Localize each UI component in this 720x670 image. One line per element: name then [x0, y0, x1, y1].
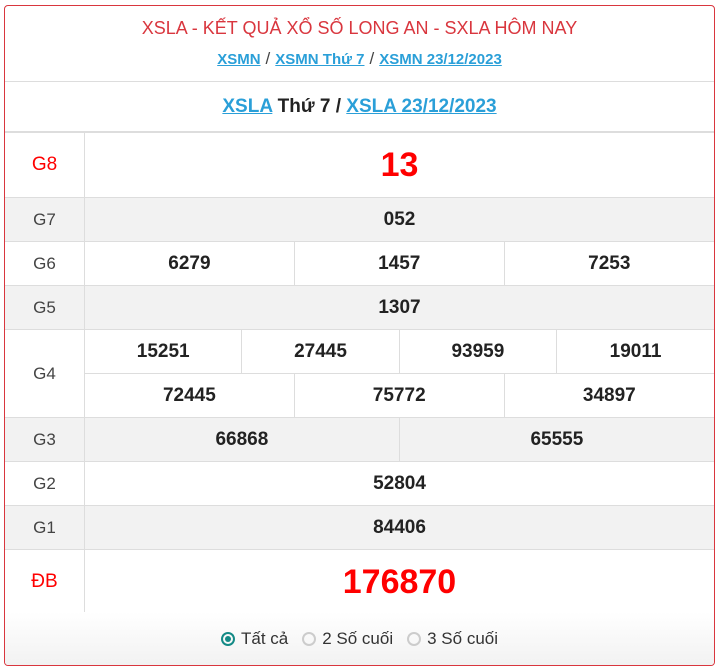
prize-number: 15251	[83, 329, 243, 374]
results-table: G8 13 G7 052 G6 6279 1457 7253 G5 1307 G4 15251…	[5, 132, 714, 615]
prize-label: G2	[5, 461, 85, 506]
prize-label: ĐB	[5, 549, 85, 615]
filter-label: 3 Số cuối	[427, 628, 499, 648]
radio-checked-icon[interactable]	[220, 631, 235, 646]
prize-number: 93959	[398, 329, 558, 374]
breadcrumb-xsmn-date[interactable]: XSMN 23/12/2023	[379, 51, 502, 68]
row-g5: G5 1307	[5, 285, 714, 330]
prize-number: 19011	[556, 329, 714, 374]
row-g8: G8 13	[5, 132, 714, 198]
breadcrumb-xsmn-thu7[interactable]: XSMN Thứ 7	[275, 51, 365, 68]
prize-number: 052	[84, 197, 714, 242]
row-g7: G7 052	[5, 197, 714, 242]
prize-number: 65555	[398, 417, 714, 462]
prize-label: G1	[5, 505, 85, 550]
row-db: ĐB 176870	[5, 549, 714, 615]
prize-number: 13	[84, 132, 714, 198]
row-g3: G3 66868 65555	[5, 417, 714, 462]
row-g6: G6 6279 1457 7253	[5, 241, 714, 286]
prize-label: G6	[5, 241, 85, 286]
results-panel: XSLA - KẾT QUẢ XỔ SỐ LONG AN - SXLA HÔM …	[4, 5, 715, 666]
prize-number: 84406	[84, 505, 714, 550]
row-g2: G2 52804	[5, 461, 714, 506]
prize-number: 27445	[241, 329, 400, 374]
breadcrumb-xsmn[interactable]: XSMN	[217, 51, 261, 68]
header: XSLA - KẾT QUẢ XỔ SỐ LONG AN - SXLA HÔM …	[5, 6, 714, 82]
digit-filter: Tất cả 2 Số cuối 3 Số cuối	[5, 612, 714, 665]
prize-number: 75772	[293, 373, 505, 418]
prize-number: 1307	[84, 285, 714, 330]
row-g1: G1 84406	[5, 505, 714, 550]
radio-icon[interactable]	[302, 631, 317, 646]
prize-number: 66868	[84, 417, 400, 462]
filter-all[interactable]: Tất cả	[220, 628, 289, 649]
page-title: XSLA - KẾT QUẢ XỔ SỐ LONG AN - SXLA HÔM …	[141, 18, 578, 38]
subtitle-text: Thứ 7 /	[277, 96, 341, 117]
prize-number: 52804	[84, 461, 714, 506]
prize-label: G4	[5, 329, 85, 418]
radio-icon[interactable]	[407, 631, 422, 646]
xsla-link[interactable]: XSLA	[222, 96, 273, 117]
prize-label: G8	[5, 132, 85, 198]
row-g4b: 72445 75772 34897	[5, 373, 714, 418]
prize-number: 6279	[84, 241, 295, 286]
prize-number: 34897	[503, 373, 714, 418]
subtitle: XSLA Thứ 7 / XSLA 23/12/2023	[5, 82, 714, 132]
filter-2-digits[interactable]: 2 Số cuối	[302, 629, 393, 649]
separator: /	[369, 49, 375, 68]
prize-label: G5	[5, 285, 85, 330]
prize-number: 1457	[293, 241, 505, 286]
prize-number: 72445	[84, 373, 295, 418]
filter-label: Tất cả	[240, 628, 289, 648]
prize-label: G7	[5, 197, 85, 242]
breadcrumb: XSMN / XSMN Thứ 7/XSMN 23/12/2023	[5, 49, 714, 69]
prize-number: 7253	[503, 241, 714, 286]
filter-3-digits[interactable]: 3 Số cuối	[407, 629, 498, 649]
separator: /	[265, 49, 271, 68]
prize-label: G3	[5, 417, 85, 462]
filter-label: 2 Số cuối	[322, 628, 394, 648]
row-g4: G4 15251 27445 93959 19011	[5, 329, 714, 418]
xsla-date-link[interactable]: XSLA 23/12/2023	[346, 96, 497, 117]
special-prize-number: 176870	[84, 549, 714, 615]
